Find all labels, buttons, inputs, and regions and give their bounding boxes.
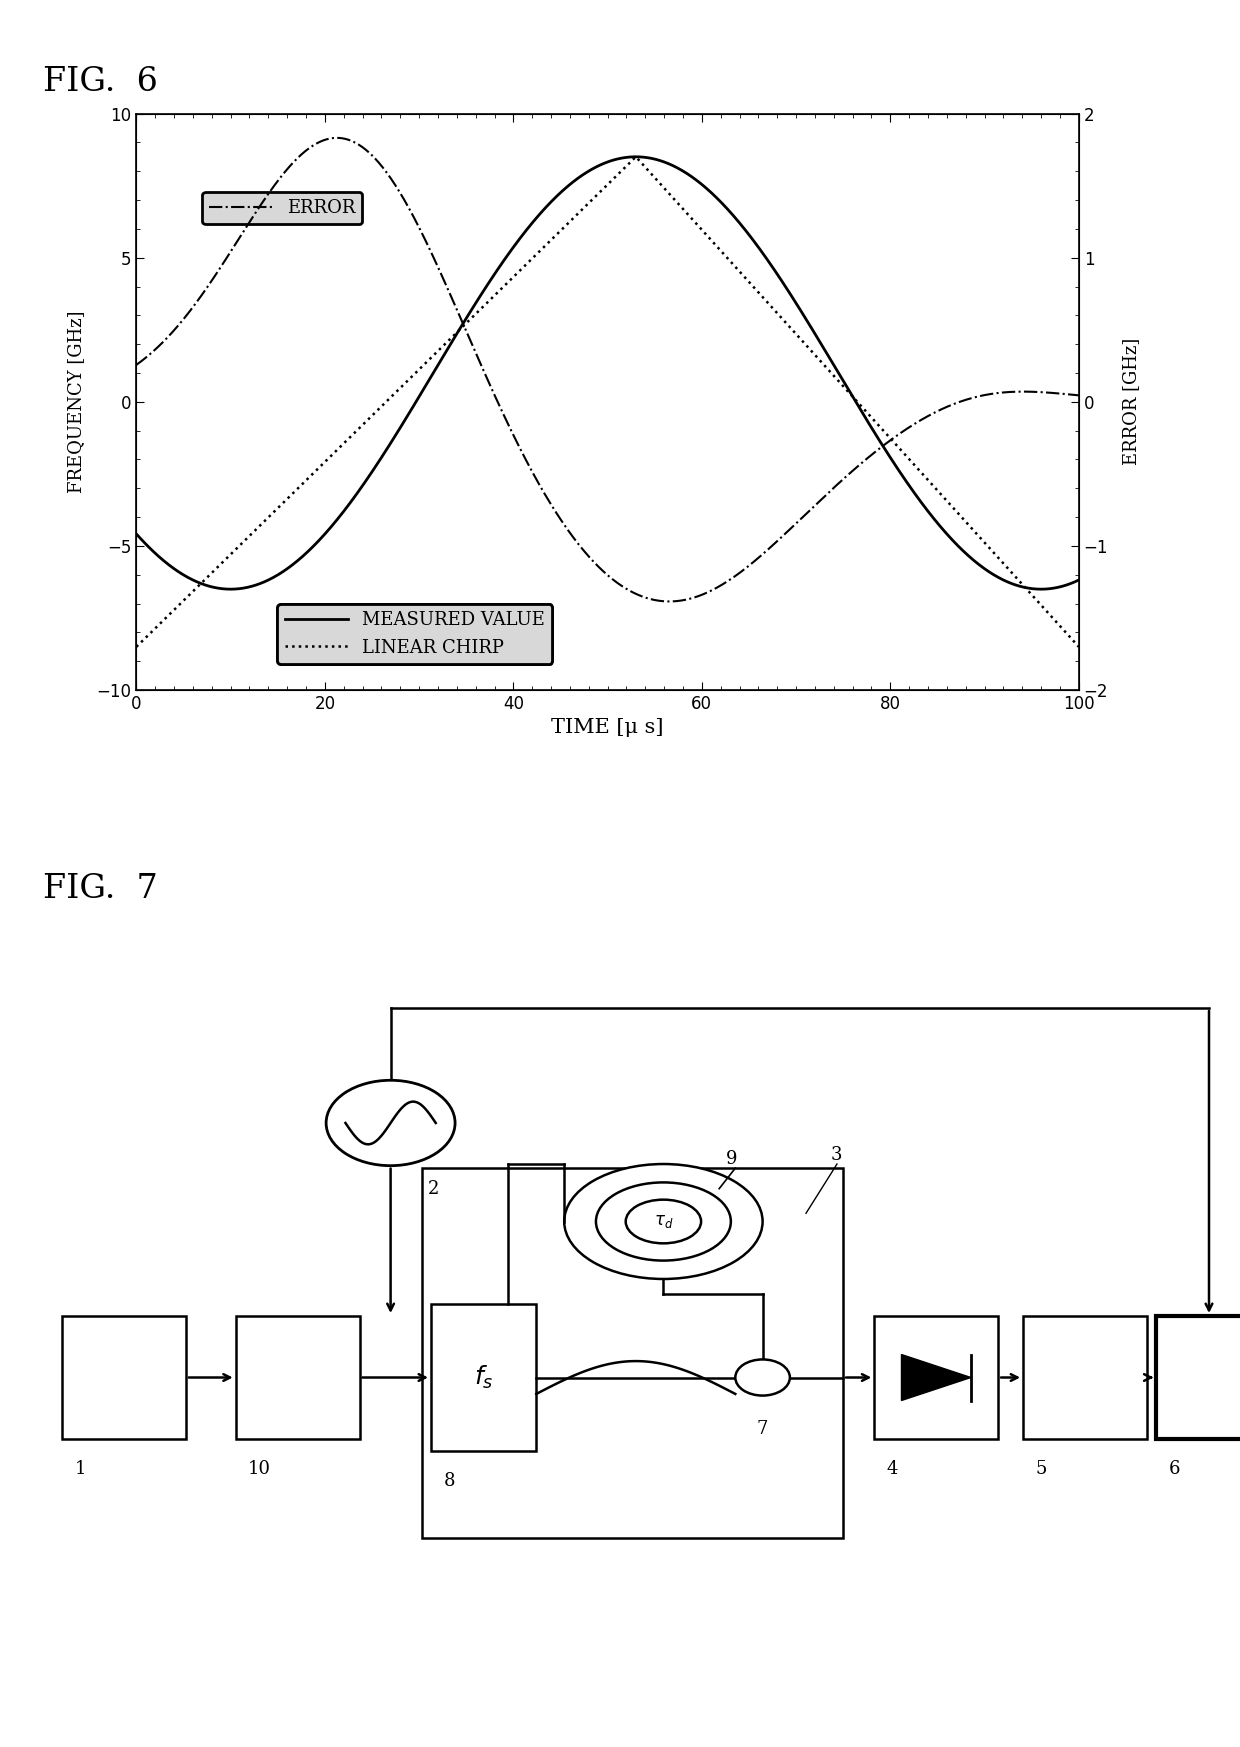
LINEAR CHIRP — [872, 416, 887, 437]
Bar — [422, 1169, 843, 1537]
ERROR — [1071, 384, 1086, 405]
Text: 8: 8 — [444, 1473, 455, 1490]
Text: 4: 4 — [887, 1460, 898, 1478]
ERROR — [872, 438, 887, 459]
Line: LINEAR CHIRP: LINEAR CHIRP — [136, 157, 1079, 646]
Ellipse shape — [564, 1164, 763, 1279]
LINEAR CHIRP — [562, 211, 577, 232]
LINEAR CHIRP — [129, 636, 144, 657]
ERROR — [1045, 383, 1060, 404]
MEASURED VALUE — [1034, 578, 1049, 599]
Text: 6: 6 — [1168, 1460, 1180, 1478]
Text: 7: 7 — [756, 1420, 769, 1438]
LINEAR CHIRP — [1044, 606, 1059, 627]
ERROR — [177, 307, 192, 328]
X-axis label: TIME [μ s]: TIME [μ s] — [552, 718, 663, 737]
LINEAR CHIRP — [1044, 606, 1059, 627]
Text: 2: 2 — [428, 1181, 439, 1198]
Text: 9: 9 — [725, 1150, 737, 1169]
MEASURED VALUE — [177, 564, 192, 585]
Legend: MEASURED VALUE, LINEAR CHIRP: MEASURED VALUE, LINEAR CHIRP — [278, 604, 552, 664]
ERROR — [1044, 383, 1059, 404]
ERROR — [129, 355, 144, 376]
Bar — [432, 1303, 537, 1452]
Line: MEASURED VALUE: MEASURED VALUE — [136, 157, 1079, 589]
LINEAR CHIRP — [629, 147, 644, 168]
MEASURED VALUE — [129, 524, 144, 545]
Bar — [874, 1315, 998, 1440]
Text: $\tau_d$: $\tau_d$ — [653, 1212, 673, 1230]
Y-axis label: ERROR [GHz]: ERROR [GHz] — [1122, 339, 1140, 465]
Bar — [1156, 1315, 1240, 1440]
MEASURED VALUE — [1045, 578, 1060, 599]
Text: $f_s$: $f_s$ — [474, 1364, 494, 1391]
ERROR — [563, 522, 578, 543]
ERROR — [662, 590, 677, 611]
MEASURED VALUE — [562, 175, 577, 196]
MEASURED VALUE — [872, 430, 887, 451]
MEASURED VALUE — [588, 157, 603, 178]
ERROR — [330, 128, 345, 148]
Text: 3: 3 — [831, 1146, 842, 1164]
Bar — [236, 1315, 360, 1440]
LINEAR CHIRP — [588, 187, 603, 208]
LINEAR CHIRP — [1071, 636, 1086, 657]
Text: 5: 5 — [1035, 1460, 1047, 1478]
LINEAR CHIRP — [177, 589, 192, 610]
Text: 10: 10 — [248, 1460, 272, 1478]
Polygon shape — [901, 1354, 971, 1401]
Line: ERROR: ERROR — [136, 138, 1079, 601]
Bar — [1023, 1315, 1147, 1440]
Ellipse shape — [596, 1183, 730, 1261]
Text: 1: 1 — [74, 1460, 86, 1478]
Ellipse shape — [626, 1200, 701, 1244]
Text: FIG.  7: FIG. 7 — [43, 874, 159, 905]
ERROR — [588, 552, 603, 573]
MEASURED VALUE — [1044, 578, 1059, 599]
Text: FIG.  6: FIG. 6 — [43, 66, 159, 98]
Y-axis label: FREQUENCY [GHz]: FREQUENCY [GHz] — [67, 311, 86, 493]
Circle shape — [735, 1359, 790, 1396]
MEASURED VALUE — [629, 147, 644, 168]
MEASURED VALUE — [1071, 570, 1086, 590]
Circle shape — [326, 1080, 455, 1165]
Bar — [62, 1315, 186, 1440]
